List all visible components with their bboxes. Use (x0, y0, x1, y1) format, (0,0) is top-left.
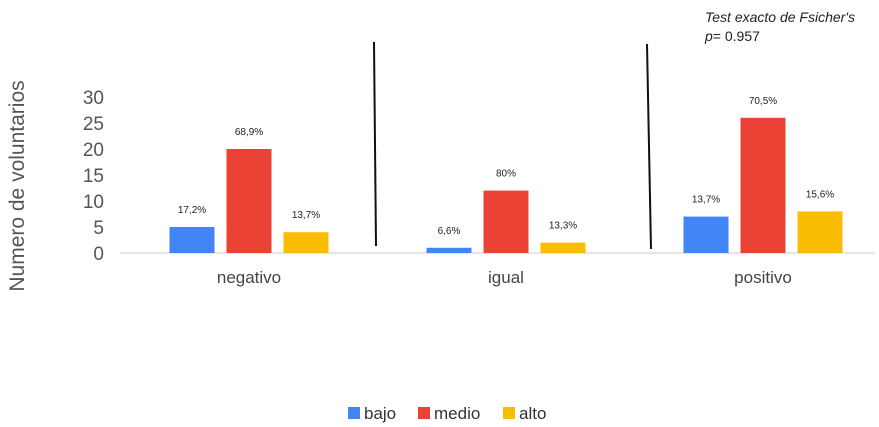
legend-swatch-alto (503, 407, 515, 419)
data-label: 15,6% (806, 189, 834, 200)
y-tick-label: 15 (83, 166, 104, 187)
annotation-p-symbol: p (704, 28, 713, 44)
legend-swatch-medio (418, 407, 430, 419)
data-label: 68,9% (235, 127, 263, 138)
data-label: 13,3% (549, 221, 577, 232)
bar-bajo-negativo (169, 227, 215, 253)
group-separators (373, 41, 652, 250)
bar-medio-negativo (226, 149, 272, 253)
separator-line (373, 41, 377, 247)
x-tick-label: positivo (734, 268, 792, 287)
data-labels: 17,2% 68,9% 13,7% 6,6% 80% 13,3% 13,7% 70,5% 15,… (178, 96, 834, 237)
annotation-p-value: p= 0.957 (704, 28, 760, 44)
x-tick-label: igual (488, 268, 524, 287)
legend: bajo medio alto (348, 404, 546, 423)
bar-bajo-igual (426, 247, 472, 253)
y-axis-ticks: 0 5 10 15 20 25 30 (83, 88, 104, 265)
data-label: 17,2% (178, 205, 206, 216)
legend-swatch-bajo (348, 407, 360, 419)
y-tick-label: 0 (93, 244, 104, 265)
bars (169, 117, 843, 253)
legend-label: bajo (364, 404, 396, 423)
bar-alto-igual (540, 242, 586, 253)
y-tick-label: 20 (83, 140, 104, 161)
y-axis-label: Numero de voluntarios (6, 80, 29, 291)
data-label: 70,5% (749, 96, 777, 107)
data-label: 80% (496, 169, 516, 180)
data-label: 13,7% (692, 195, 720, 206)
legend-label: alto (519, 404, 546, 423)
y-tick-label: 30 (83, 88, 104, 109)
bar-bajo-positivo (683, 216, 729, 253)
legend-label: medio (434, 404, 480, 423)
bar-alto-negativo (283, 232, 329, 253)
annotation-p-text: = 0.957 (713, 28, 760, 44)
x-tick-label: negativo (217, 268, 281, 287)
data-label: 6,6% (438, 226, 461, 237)
annotation-test-name: Test exacto de Fsicher's (705, 9, 855, 25)
separator-line (646, 43, 652, 250)
y-tick-label: 25 (83, 114, 104, 135)
bar-medio-positivo (740, 117, 786, 253)
y-tick-label: 10 (83, 192, 104, 213)
y-tick-label: 5 (93, 218, 104, 239)
bar-alto-positivo (797, 211, 843, 253)
bar-medio-igual (483, 190, 529, 253)
x-axis-ticks: negativo igual positivo (217, 268, 792, 287)
data-label: 13,7% (292, 210, 320, 221)
